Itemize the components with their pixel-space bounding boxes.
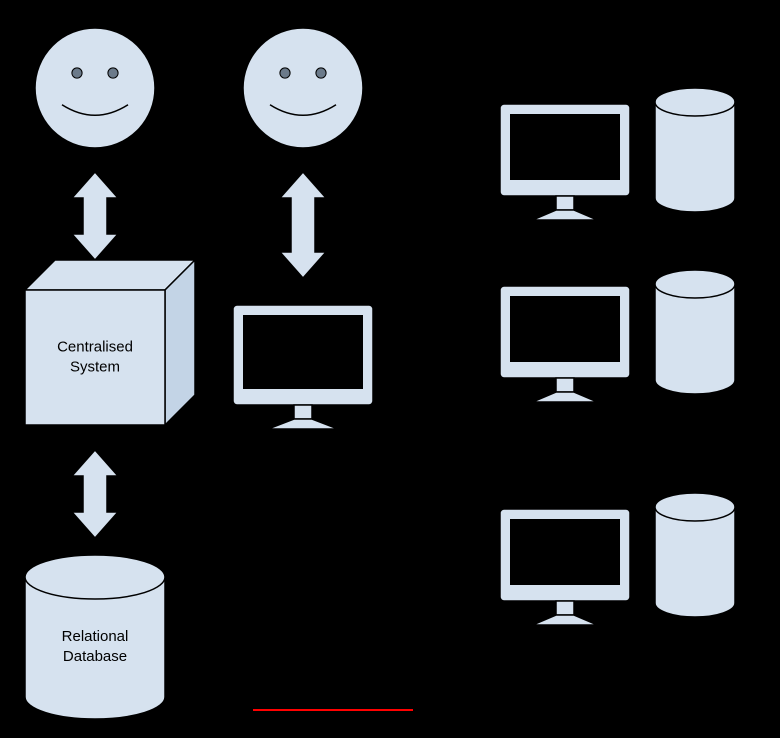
node-cylinder-1	[655, 88, 735, 212]
centralised-system-cube: Centralised System	[25, 260, 195, 425]
relational-database-cylinder-label-1: Relational	[62, 628, 129, 645]
relational-database-cylinder: Relational Database	[25, 555, 165, 719]
user-face-2	[243, 28, 363, 148]
cube-label-2: System	[70, 359, 120, 376]
cube-label-1: Centralised	[57, 339, 133, 356]
node-monitor-2	[500, 286, 630, 402]
node-monitor-3	[500, 509, 630, 625]
node-cylinder-2	[655, 270, 735, 394]
arrow-system-to-db	[72, 450, 118, 538]
arrow-user-to-system	[72, 172, 118, 260]
arrow-user-to-terminal	[280, 172, 326, 278]
node-monitor-1	[500, 104, 630, 220]
relational-database-cylinder-label-2: Database	[63, 648, 127, 665]
terminal-monitor	[233, 305, 373, 429]
node-cylinder-3	[655, 493, 735, 617]
user-face-1	[35, 28, 155, 148]
